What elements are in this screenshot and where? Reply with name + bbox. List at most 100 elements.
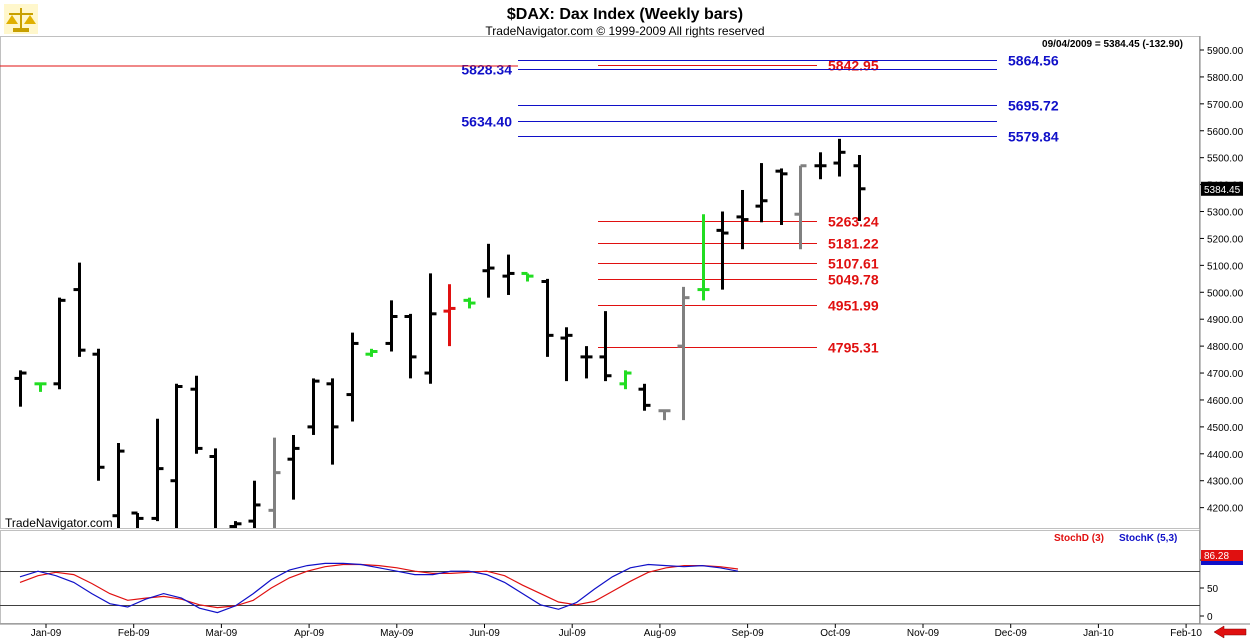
level-label: 4795.31 — [828, 340, 879, 356]
level-label: 5634.40 — [461, 114, 512, 130]
date-tick-label: Apr-09 — [294, 628, 324, 639]
level-label: 5049.78 — [828, 272, 879, 288]
price-bars — [14, 138, 866, 528]
date-tick-label: May-09 — [380, 628, 414, 639]
ohlc-bar — [443, 284, 456, 347]
date-tick-label: Oct-09 — [820, 628, 850, 639]
ohlc-bar — [619, 370, 632, 390]
ohlc-bar — [268, 437, 281, 528]
ohlc-bar — [736, 189, 749, 250]
ohlc-bar — [151, 418, 164, 522]
date-tick-label: Jan-10 — [1083, 628, 1114, 639]
price-tick-label: 5600.00 — [1207, 127, 1244, 138]
date-tick-label: Aug-09 — [644, 628, 677, 639]
ohlc-bar — [833, 138, 846, 177]
ohlc-bar — [560, 327, 573, 382]
ohlc-bar — [404, 313, 417, 379]
date-tick-label: Feb-10 — [1170, 628, 1202, 639]
level-label: 5579.84 — [1008, 129, 1059, 145]
ohlc-bar — [853, 154, 866, 221]
date-tick-label: Mar-09 — [206, 628, 238, 639]
last-price-status: 09/04/2009 = 5384.45 (-132.90) — [1042, 39, 1183, 50]
stoch-axis: 050100 — [0, 556, 1224, 623]
ohlc-bar — [794, 164, 807, 250]
ohlc-bar — [307, 378, 320, 435]
last-price-tag: 5384.45 — [1201, 181, 1243, 196]
price-tick-label: 5200.00 — [1207, 234, 1244, 245]
ohlc-bar — [463, 297, 476, 309]
ohlc-bar — [775, 168, 788, 225]
watermark-text: TradeNavigator.com — [5, 516, 113, 530]
ohlc-bar — [658, 409, 671, 421]
fib-levels: 5864.56 5842.95 5828.34 5695.72 5634.40 5579.… — [0, 53, 1059, 356]
ohlc-bar — [424, 273, 437, 384]
stoch-tick-label: 50 — [1207, 584, 1219, 595]
ohlc-bar — [482, 243, 495, 298]
date-tick-label: Jun-09 — [469, 628, 500, 639]
price-tick-label: 4900.00 — [1207, 315, 1244, 326]
stoch-last-label: 86.28 — [1204, 551, 1229, 562]
ohlc-bar — [131, 511, 144, 528]
price-tick-label: 4700.00 — [1207, 369, 1244, 380]
date-tick-label: Sep-09 — [731, 628, 764, 639]
copyright-text: TradeNavigator.com © 1999-2009 All right… — [485, 24, 764, 38]
level-label: 5181.22 — [828, 236, 879, 252]
logo-icon[interactable] — [4, 4, 38, 34]
ohlc-bar — [365, 348, 378, 357]
level-label: 5864.56 — [1008, 53, 1059, 69]
date-tick-label: Dec-09 — [995, 628, 1028, 639]
ohlc-bar — [14, 370, 27, 407]
price-tick-label: 5300.00 — [1207, 208, 1244, 219]
ohlc-bar — [814, 152, 827, 180]
ohlc-bar — [92, 348, 105, 481]
price-tick-label: 4600.00 — [1207, 396, 1244, 407]
price-tick-label: 5900.00 — [1207, 46, 1244, 57]
ohlc-bar — [599, 311, 612, 382]
ohlc-bar — [190, 375, 203, 454]
level-label: 5828.34 — [461, 62, 512, 78]
price-tick-label: 5500.00 — [1207, 154, 1244, 165]
date-tick-label: Feb-09 — [118, 628, 150, 639]
price-tick-label: 4200.00 — [1207, 504, 1244, 515]
ohlc-bar — [346, 332, 359, 422]
price-tick-label: 5700.00 — [1207, 100, 1244, 111]
ohlc-bar — [209, 448, 217, 528]
ohlc-bar — [541, 278, 554, 357]
ohlc-bar — [580, 346, 593, 379]
price-tick-label: 4800.00 — [1207, 342, 1244, 353]
date-tick-label: Nov-09 — [907, 628, 940, 639]
ohlc-bar — [502, 254, 515, 295]
ohlc-bar — [326, 378, 339, 465]
ohlc-bar — [229, 521, 242, 528]
stoch-series-line — [19, 563, 739, 609]
price-tick-label: 5100.00 — [1207, 261, 1244, 272]
ohlc-bar — [385, 300, 398, 352]
ohlc-bar — [73, 262, 86, 357]
ohlc-bar — [677, 286, 690, 421]
date-axis: Jan-09 Feb-09 Mar-09 Apr-09 May-09 Jun-09 Jul-… — [31, 624, 1202, 639]
stochastic-lines — [19, 562, 739, 614]
ohlc-bar — [34, 382, 47, 392]
legend-stochk: StochK (5,3) — [1119, 533, 1177, 544]
price-tick-label: 4500.00 — [1207, 423, 1244, 434]
price-tick-label: 5800.00 — [1207, 73, 1244, 84]
left-arrow-icon[interactable] — [1213, 625, 1247, 639]
price-tick-label: 4300.00 — [1207, 477, 1244, 488]
ohlc-bar — [697, 214, 710, 301]
legend-stochd: StochD (3) — [1054, 533, 1104, 544]
ohlc-bar — [755, 163, 768, 223]
ohlc-bar — [248, 480, 261, 528]
level-label: 5695.72 — [1008, 98, 1059, 114]
level-label: 5842.95 — [828, 58, 879, 74]
ohlc-bar — [287, 434, 300, 500]
stoch-series-line — [19, 562, 739, 614]
ohlc-bar — [638, 383, 651, 411]
last-price-label: 5384.45 — [1204, 185, 1241, 196]
stoch-last-tag: 86.28 — [1201, 550, 1243, 565]
price-axis: 4200.00 4300.00 4400.00 4500.00 4600.00 4700.… — [1200, 46, 1244, 515]
ohlc-bar — [521, 271, 534, 282]
chart-title: $DAX: Dax Index (Weekly bars) — [507, 6, 743, 23]
indicator-panel-frame — [0, 530, 1200, 624]
